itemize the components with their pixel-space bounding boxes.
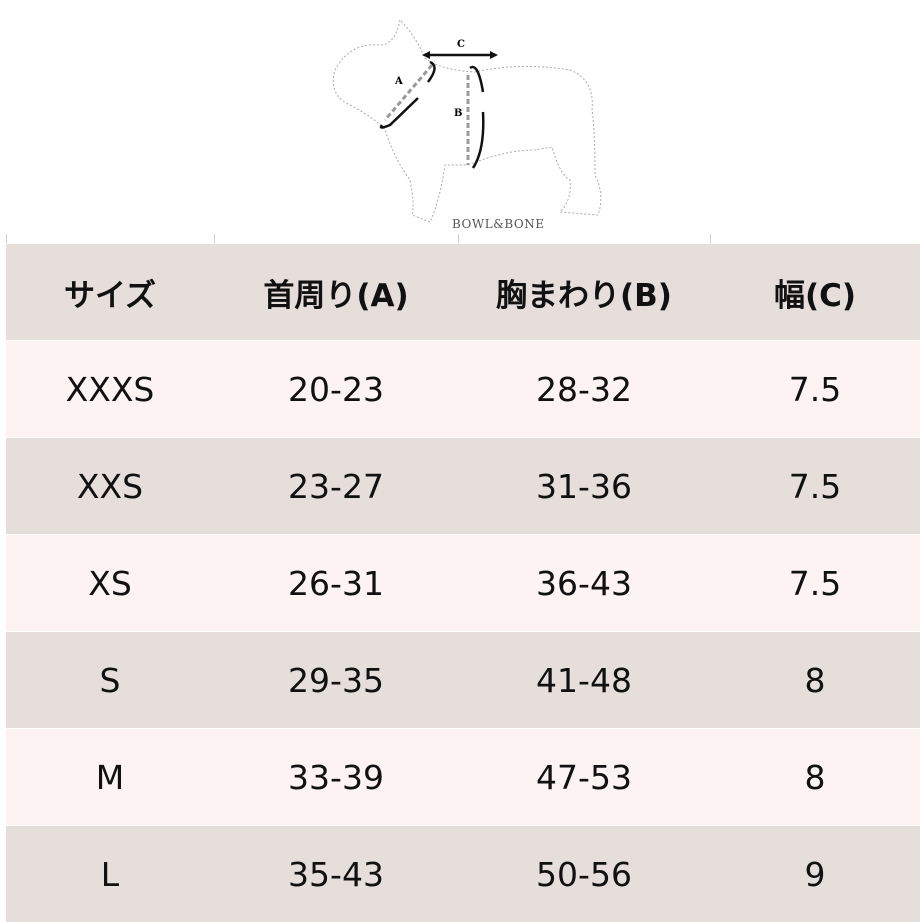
table-row: L 35-43 50-56 9 <box>6 825 920 922</box>
dog-outline <box>332 18 602 223</box>
cell-size: XXXS <box>65 369 155 409</box>
cell-chest: 36-43 <box>536 563 632 603</box>
label-c: C <box>457 39 465 50</box>
cell-neck: 20-23 <box>288 369 384 409</box>
cell-size: XXS <box>76 466 144 506</box>
table-header-row: サイズ 首周り(A) 胸まわり(B) 幅(C) <box>6 243 920 340</box>
cell-neck: 33-39 <box>288 757 384 797</box>
header-neck: 首周り(A) <box>263 277 409 314</box>
table-row: M 33-39 47-53 8 <box>6 728 920 825</box>
grid-tick <box>458 234 459 243</box>
header-size: サイズ <box>63 277 157 314</box>
cell-width: 9 <box>804 854 826 894</box>
cell-width: 8 <box>804 660 826 700</box>
measure-a-dashed <box>383 64 434 121</box>
grid-tick <box>710 234 711 243</box>
dog-measurement-diagram: C A B <box>332 18 602 223</box>
cell-width: 7.5 <box>788 369 842 409</box>
cell-neck: 29-35 <box>288 660 384 700</box>
cell-size: XS <box>88 563 132 603</box>
grid-tick <box>6 234 7 243</box>
brand-logo: BOWL&BONE <box>452 217 545 231</box>
cell-width: 7.5 <box>788 563 842 603</box>
header-width: 幅(C) <box>773 277 857 314</box>
cell-chest: 50-56 <box>536 854 632 894</box>
cell-width: 7.5 <box>788 466 842 506</box>
cell-chest: 41-48 <box>536 660 632 700</box>
table-row: S 29-35 41-48 8 <box>6 631 920 728</box>
cell-size: S <box>99 660 121 700</box>
label-b: B <box>454 108 462 119</box>
measure-b-arrow <box>469 65 485 169</box>
label-a: A <box>394 76 403 87</box>
cell-neck: 26-31 <box>288 563 384 603</box>
cell-size: L <box>100 854 120 894</box>
measure-a-arrow <box>379 60 436 129</box>
cell-chest: 28-32 <box>536 369 632 409</box>
grid-tick <box>214 234 215 243</box>
cell-size: M <box>95 757 125 797</box>
header-chest: 胸まわり(B) <box>496 277 672 314</box>
cell-neck: 35-43 <box>288 854 384 894</box>
table-row: XXS 23-27 31-36 7.5 <box>6 437 920 534</box>
cell-chest: 31-36 <box>536 466 632 506</box>
table-row: XXXS 20-23 28-32 7.5 <box>6 340 920 437</box>
cell-chest: 47-53 <box>536 757 632 797</box>
cell-neck: 23-27 <box>288 466 384 506</box>
cell-width: 8 <box>804 757 826 797</box>
size-table: サイズ 首周り(A) 胸まわり(B) 幅(C) XXXS 20-23 28-32… <box>6 243 920 922</box>
table-row: XS 26-31 36-43 7.5 <box>6 534 920 631</box>
